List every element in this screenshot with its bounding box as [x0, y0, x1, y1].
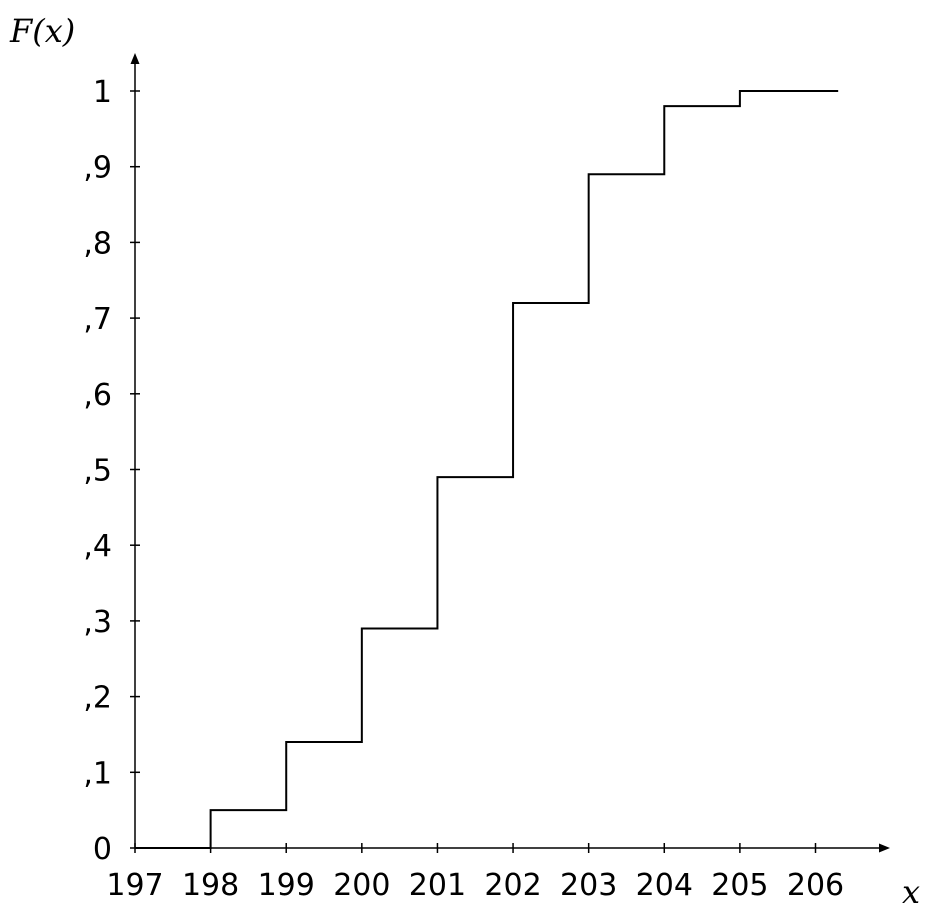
axes	[130, 53, 890, 853]
y-tick-label: ,7	[83, 302, 112, 337]
series-step-line	[135, 90, 839, 849]
x-tick-label: 201	[409, 868, 466, 903]
y-tick-label: 0	[93, 832, 112, 867]
y-axis-arrow-icon	[130, 53, 140, 64]
x-tick-label: 205	[711, 868, 768, 903]
x-tick-label: 206	[787, 868, 844, 903]
y-ticks: 0 ,1 ,2 ,3 ,4 ,5 ,6 ,7 ,8 ,9 1	[83, 75, 140, 867]
y-tick-label: ,1	[83, 756, 112, 791]
x-tick-label: 197	[106, 868, 163, 903]
y-tick-label: ,4	[83, 529, 112, 564]
x-axis-arrow-icon	[879, 843, 890, 853]
x-tick-label: 198	[182, 868, 239, 903]
x-tick-label: 204	[636, 868, 693, 903]
y-tick-label: ,6	[83, 378, 112, 413]
x-axis-title: x	[902, 873, 920, 911]
x-ticks: 197 198 199 200 201 202 203 204 205 206	[106, 843, 844, 903]
y-tick-label: ,9	[83, 151, 112, 186]
y-tick-label: ,5	[83, 454, 112, 489]
x-tick-label: 202	[484, 868, 541, 903]
x-tick-label: 203	[560, 868, 617, 903]
y-tick-label: 1	[93, 75, 112, 110]
y-tick-label: ,8	[83, 226, 112, 261]
y-tick-label: ,3	[83, 605, 112, 640]
y-tick-label: ,2	[83, 681, 112, 716]
y-axis-title: F(x)	[9, 12, 75, 50]
x-tick-label: 199	[258, 868, 315, 903]
x-tick-label: 200	[333, 868, 390, 903]
